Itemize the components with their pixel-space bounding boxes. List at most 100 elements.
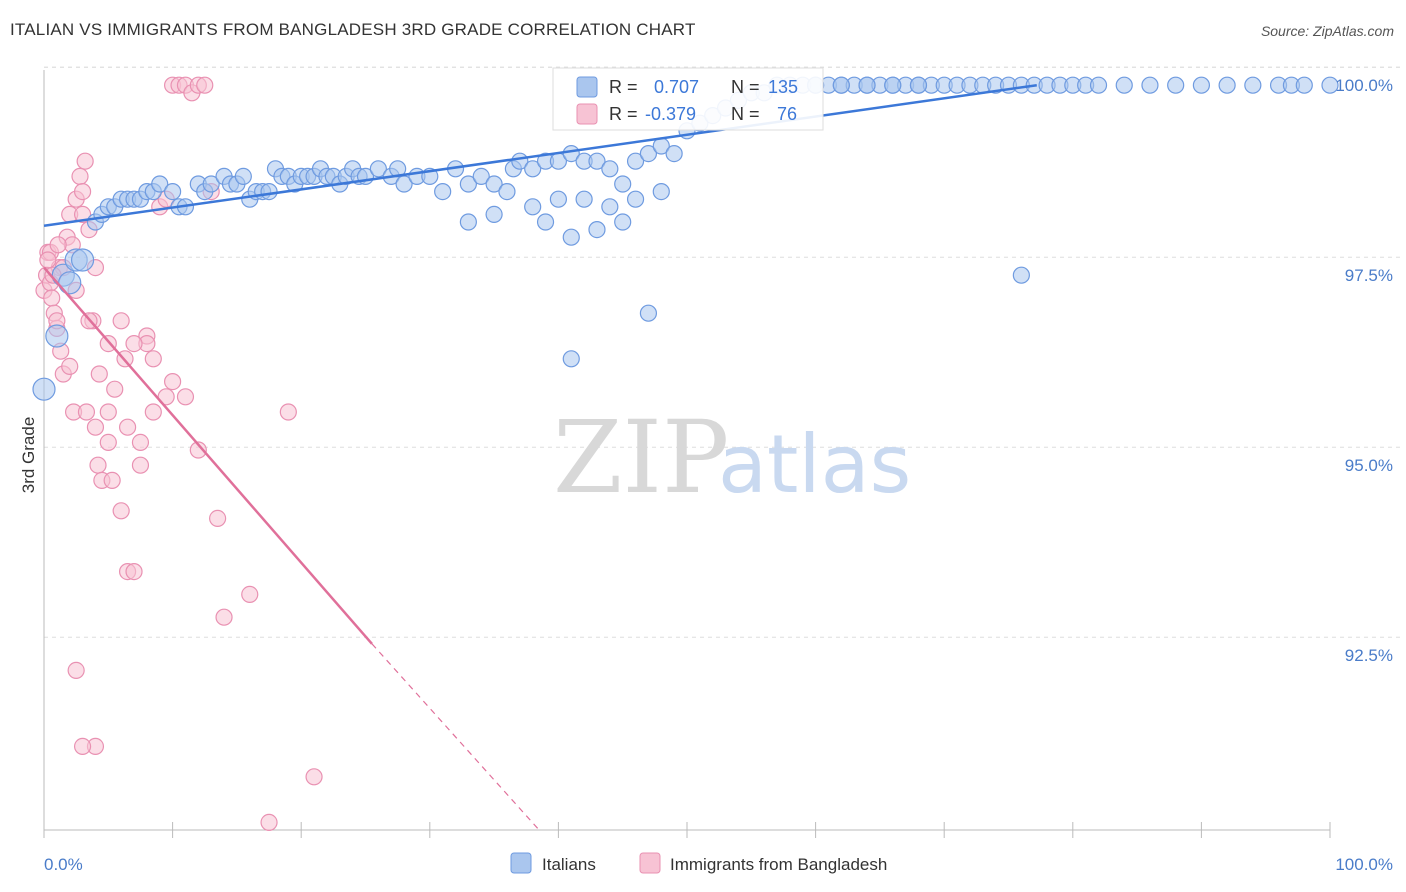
italians-point (524, 198, 542, 216)
italians-point (1012, 266, 1030, 284)
bangladesh-point (144, 403, 162, 421)
bangladesh-point (131, 456, 150, 474)
y-tick-label: 97.5% (1345, 266, 1393, 285)
italians-point (164, 183, 182, 201)
grid-lines (44, 66, 1400, 638)
x-axis-ticks (43, 822, 1331, 838)
italians-point (1192, 76, 1211, 94)
bangladesh-point (71, 167, 89, 185)
bangladesh-point (112, 502, 130, 520)
bangladesh-point (189, 441, 207, 459)
bangladesh-point (176, 388, 195, 406)
bangladesh-trend-line (43, 266, 373, 645)
x-tick-label-min: 0.0% (44, 855, 83, 874)
source-label: Source: ZipAtlas.com (1260, 23, 1394, 39)
italians-point (58, 271, 82, 295)
y-tick-label: 100.0% (1335, 76, 1393, 95)
italians-point (884, 76, 902, 94)
x-tick-label-max: 100.0% (1335, 855, 1393, 874)
italians-point (524, 160, 542, 178)
stats-blue-n-value: 135 (768, 77, 798, 97)
stats-blue-r-value: 0.707 (654, 77, 699, 97)
stats-box: R = 0.707 N = 135 R = -0.379 N = 76 (552, 67, 824, 131)
italians-point (1218, 76, 1236, 94)
bangladesh-point (39, 251, 57, 269)
italians-point (614, 175, 632, 193)
italians-point (588, 221, 606, 239)
bangladesh-point (196, 76, 214, 94)
legend: Italians Immigrants from Bangladesh (510, 852, 887, 874)
stats-pink-r-value: -0.379 (645, 104, 696, 124)
bangladesh-point (86, 418, 105, 436)
italians-point (536, 213, 555, 231)
stats-box-frame (552, 67, 824, 131)
italians-point (485, 205, 503, 223)
italians-point (1115, 76, 1133, 94)
italians-point (434, 183, 452, 201)
y-tick-label: 92.5% (1345, 646, 1393, 665)
watermark-atlas: atlas (718, 418, 911, 511)
bangladesh-point (90, 365, 108, 383)
legend-bangladesh-label: Immigrants from Bangladesh (670, 855, 887, 874)
italians-trend-line (43, 83, 1037, 228)
bangladesh-point (67, 661, 85, 680)
bangladesh-point (125, 335, 143, 353)
bangladesh-point (125, 562, 143, 581)
stats-blue-r-label: R = (609, 77, 638, 97)
bangladesh-point (89, 456, 107, 474)
chart-title: ITALIAN VS IMMIGRANTS FROM BANGLADESH 3R… (10, 20, 696, 39)
bangladesh-point (77, 403, 96, 421)
stats-pink-n-value: 76 (777, 104, 797, 124)
bangladesh-point (76, 152, 94, 170)
italians-point (1089, 76, 1108, 94)
italians-point (575, 190, 593, 208)
bangladesh-point (103, 471, 121, 489)
legend-italians-swatch (510, 852, 532, 874)
series-bangladesh-points (35, 76, 323, 832)
italians-point (459, 175, 477, 193)
bangladesh-point (73, 183, 92, 201)
y-axis-tick-labels: 92.5% 95.0% 97.5% 100.0% (1335, 76, 1393, 665)
italians-point (562, 350, 580, 368)
italians-point (601, 198, 619, 216)
italians-point (562, 228, 580, 246)
bangladesh-point (144, 350, 162, 368)
italians-point (234, 167, 252, 185)
italians-point (1141, 76, 1159, 94)
italians-point (485, 175, 503, 193)
italians-point (1321, 76, 1339, 94)
bangladesh-point (73, 205, 92, 223)
bangladesh-point (164, 373, 182, 391)
bangladesh-point (118, 418, 137, 436)
italians-point (832, 76, 850, 94)
italians-point (601, 160, 619, 178)
legend-italians-label: Italians (542, 855, 596, 874)
stats-blue-n-label: N = (731, 77, 760, 97)
italians-point (202, 175, 220, 193)
italians-point (665, 145, 683, 163)
italians-point (639, 304, 658, 322)
italians-point (639, 145, 658, 163)
bangladesh-point (215, 608, 233, 626)
bangladesh-point (106, 380, 124, 398)
italians-point (909, 76, 928, 94)
italians-point (652, 183, 670, 201)
italians-point (1295, 76, 1313, 94)
italians-point (45, 324, 69, 348)
trend-lines (43, 83, 1037, 831)
italians-point (498, 183, 516, 201)
bangladesh-point (279, 403, 297, 421)
italians-point (549, 190, 568, 208)
bangladesh-point (305, 768, 323, 786)
bangladesh-point (43, 289, 61, 307)
bangladesh-point (61, 357, 79, 375)
italians-point (626, 190, 645, 208)
italians-point (1244, 76, 1262, 94)
italians-point (70, 248, 95, 272)
bangladesh-point (112, 312, 130, 330)
bangladesh-point (241, 585, 259, 604)
stats-pink-n-label: N = (731, 104, 760, 124)
bangladesh-point (131, 433, 150, 451)
italians-point (1167, 76, 1185, 94)
italians-point (369, 160, 387, 178)
